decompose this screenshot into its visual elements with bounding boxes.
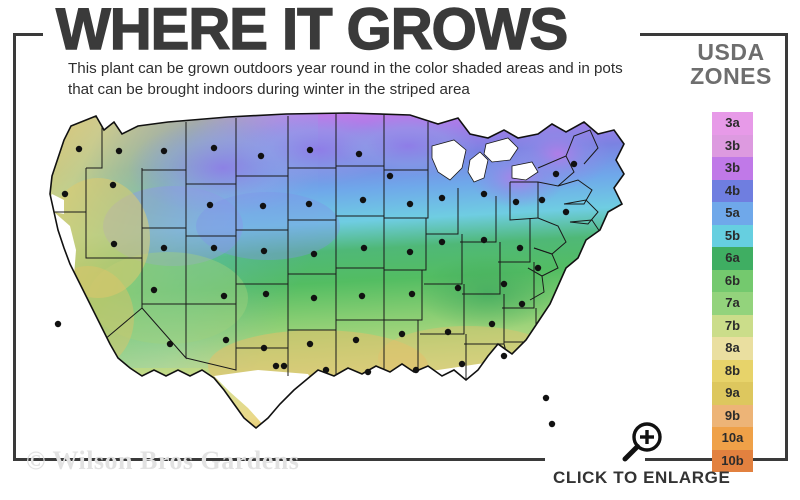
map-zone-fill [50, 113, 624, 428]
legend-swatch-3a-0: 3a [712, 112, 753, 135]
frame-border-top-left [13, 33, 43, 36]
legend-swatch-3b-2: 3b [712, 157, 753, 180]
legend: USDA ZONES [672, 40, 790, 88]
frame-border-top-right [640, 33, 788, 36]
hardiness-zone-map[interactable] [18, 108, 668, 458]
legend-swatch-7b-9: 7b [712, 314, 753, 337]
legend-swatch-5a-4: 5a [712, 202, 753, 225]
legend-swatch-7a-8: 7a [712, 292, 753, 315]
page-title: WHERE IT GROWS [55, 0, 569, 63]
click-to-enlarge-label[interactable]: CLICK TO ENLARGE [553, 468, 731, 487]
legend-title-line-1: USDA [697, 39, 765, 65]
watermark: © Wilson Bros Gardens [26, 446, 300, 475]
map-unshaded-regions [46, 194, 562, 438]
legend-swatch-8a-10: 8a [712, 337, 753, 360]
legend-title: USDA ZONES [672, 40, 790, 88]
legend-title-line-2: ZONES [690, 63, 772, 89]
legend-swatch-10b-15: 10b [712, 449, 753, 472]
map-graphic [46, 112, 625, 438]
legend-swatch-6a-6: 6a [712, 247, 753, 270]
legend-swatch-list: 3a 3b 3b 4b 5a 5b 6a 6b 7a 7b 8a 8b 9a 9b 10a 10b [712, 112, 753, 472]
frame-border-right [785, 33, 788, 461]
frame-border-bottom-left [13, 458, 545, 461]
legend-swatch-10a-14: 10a [712, 427, 753, 450]
state-boundaries [54, 114, 601, 392]
legend-swatch-9a-12: 9a [712, 382, 753, 405]
great-lakes [431, 137, 539, 183]
legend-swatch-9b-13: 9b [712, 404, 753, 427]
national-outline [49, 112, 625, 430]
legend-swatch-4b-3: 4b [712, 179, 753, 202]
legend-swatch-5b-5: 5b [712, 224, 753, 247]
legend-swatch-3b-1: 3b [712, 134, 753, 157]
frame-border-left [13, 33, 16, 461]
legend-swatch-6b-7: 6b [712, 269, 753, 292]
zoom-in-icon[interactable] [619, 418, 667, 466]
subtitle: This plant can be grown outdoors year ro… [68, 60, 623, 98]
city-dots [54, 144, 578, 428]
legend-swatch-8b-11: 8b [712, 359, 753, 382]
